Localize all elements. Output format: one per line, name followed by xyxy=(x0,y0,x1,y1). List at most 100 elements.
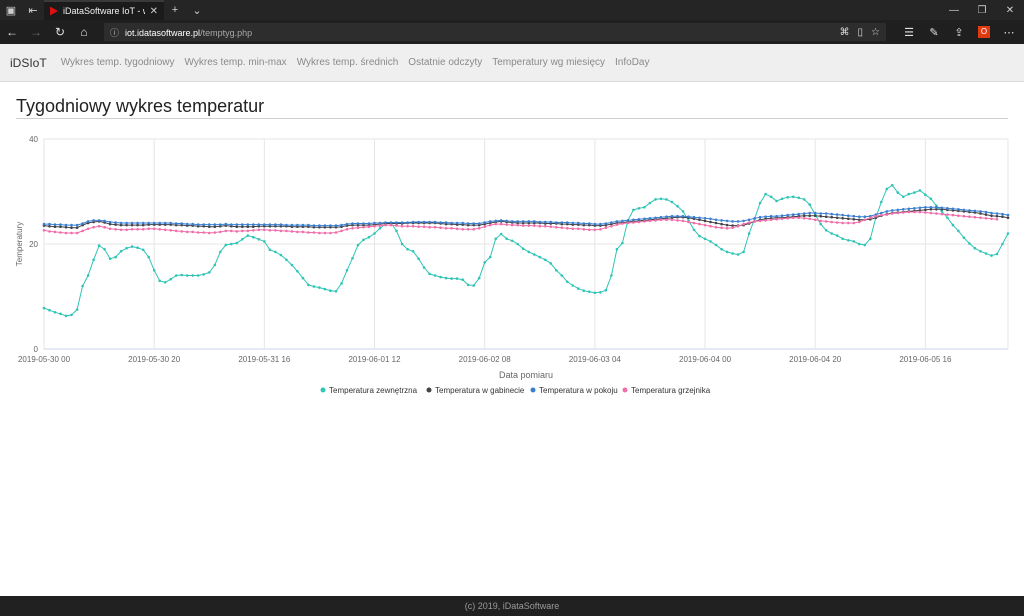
data-point xyxy=(555,269,558,272)
restore-icon[interactable]: ❐ xyxy=(977,4,987,16)
data-point xyxy=(714,225,718,229)
close-window-icon[interactable]: ✕ xyxy=(1005,4,1015,16)
data-point xyxy=(924,193,927,196)
forward-icon[interactable]: → xyxy=(30,25,42,39)
data-point xyxy=(913,210,916,214)
data-point xyxy=(560,274,564,277)
data-point xyxy=(362,225,365,229)
x-tick-label: 2019-06-01 12 xyxy=(348,355,401,364)
data-point xyxy=(185,274,189,277)
data-point xyxy=(510,220,514,223)
data-point xyxy=(59,225,62,228)
minimize-icon[interactable]: — xyxy=(949,4,959,16)
refresh-icon[interactable]: ↻ xyxy=(54,25,66,39)
data-point xyxy=(830,232,833,235)
data-point xyxy=(599,228,602,231)
data-point xyxy=(312,224,316,227)
share-icon[interactable]: ⇪ xyxy=(954,26,964,39)
data-point xyxy=(246,234,250,237)
data-point xyxy=(318,231,321,235)
nav-link-last-readings[interactable]: Ostatnie odczyty xyxy=(408,57,483,68)
data-point xyxy=(957,229,960,233)
new-tab-icon[interactable]: + xyxy=(171,4,179,16)
data-point xyxy=(516,242,519,246)
data-point xyxy=(494,237,498,241)
data-point xyxy=(444,227,448,230)
data-point xyxy=(290,263,294,267)
favorite-star-icon[interactable]: ☆ xyxy=(871,26,880,38)
data-point xyxy=(48,222,51,226)
data-point xyxy=(477,276,481,280)
nav-link-averages[interactable]: Wykres temp. średnich xyxy=(296,57,399,68)
data-point xyxy=(395,229,398,233)
data-point xyxy=(152,269,156,272)
data-point xyxy=(714,218,718,222)
data-point xyxy=(274,229,277,232)
data-point xyxy=(571,227,575,231)
nav-link-infoday[interactable]: InfoDay xyxy=(615,57,650,68)
translate-icon[interactable]: ⌘ xyxy=(839,26,850,38)
data-point xyxy=(141,223,145,227)
back-icon[interactable]: ← xyxy=(6,25,18,39)
brand-link[interactable]: iDSIoT xyxy=(10,55,47,70)
url-field[interactable]: ⓘ iot.idatasoftware.pl/temptyg.php ⌘ ▯ ☆ xyxy=(104,23,886,41)
data-point xyxy=(505,223,509,226)
data-point xyxy=(136,228,139,231)
data-point xyxy=(670,200,674,204)
data-point xyxy=(637,220,641,224)
data-point xyxy=(973,246,977,250)
data-point xyxy=(340,282,343,285)
data-point xyxy=(968,215,971,218)
nav-link-monthly[interactable]: Temperatury wg miesięcy xyxy=(492,57,606,68)
data-point xyxy=(670,214,674,218)
data-point xyxy=(687,215,690,218)
data-point xyxy=(1006,232,1010,235)
data-point xyxy=(758,215,762,219)
home-icon[interactable]: ⌂ xyxy=(80,25,88,39)
tab-actions-icon[interactable]: ▣ xyxy=(5,4,17,17)
data-point xyxy=(230,223,233,226)
site-info-icon[interactable]: ⓘ xyxy=(110,27,120,38)
data-point xyxy=(962,214,966,218)
favorites-hub-icon[interactable]: ☰ xyxy=(904,26,914,39)
nav-link-weekly[interactable]: Wykres temp. tygodniowy xyxy=(60,57,175,68)
data-point xyxy=(428,220,431,224)
data-point xyxy=(891,183,894,187)
data-point xyxy=(863,243,867,247)
data-point xyxy=(318,286,321,289)
data-point xyxy=(235,230,239,233)
x-tick-label: 2019-06-04 20 xyxy=(789,355,842,364)
data-point xyxy=(274,250,277,254)
data-point xyxy=(533,224,536,227)
more-menu-icon[interactable]: ⋯ xyxy=(1003,26,1015,39)
tab-list-chevron-icon[interactable]: ⌄ xyxy=(192,4,202,17)
notes-pen-icon[interactable]: ✎ xyxy=(929,26,939,39)
browser-tab[interactable]: iDataSoftware IoT - wyk ✕ xyxy=(44,0,164,20)
page-footer: (c) 2019, iDataSoftware xyxy=(0,596,1024,616)
set-aside-tabs-icon[interactable]: ⇤ xyxy=(28,4,38,17)
data-point xyxy=(180,222,183,225)
data-point xyxy=(791,216,795,220)
data-point xyxy=(698,218,701,222)
data-point xyxy=(791,213,795,216)
data-point xyxy=(527,220,531,223)
data-point xyxy=(769,218,773,222)
data-point xyxy=(918,210,922,214)
data-point xyxy=(885,210,889,213)
nav-link-min-max[interactable]: Wykres temp. min-max xyxy=(184,57,287,68)
data-point xyxy=(791,195,795,199)
reading-view-icon[interactable]: ▯ xyxy=(857,26,864,38)
data-point xyxy=(351,227,354,230)
data-point xyxy=(263,223,266,226)
data-point xyxy=(444,221,448,224)
data-point xyxy=(703,219,707,223)
data-point xyxy=(582,289,586,292)
data-point xyxy=(59,312,62,316)
data-point xyxy=(731,226,734,229)
office-icon[interactable]: O xyxy=(978,25,990,38)
data-point xyxy=(654,198,657,201)
data-point xyxy=(406,221,409,224)
data-point xyxy=(538,255,542,259)
close-tab-icon[interactable]: ✕ xyxy=(149,5,158,17)
data-point xyxy=(373,221,376,225)
